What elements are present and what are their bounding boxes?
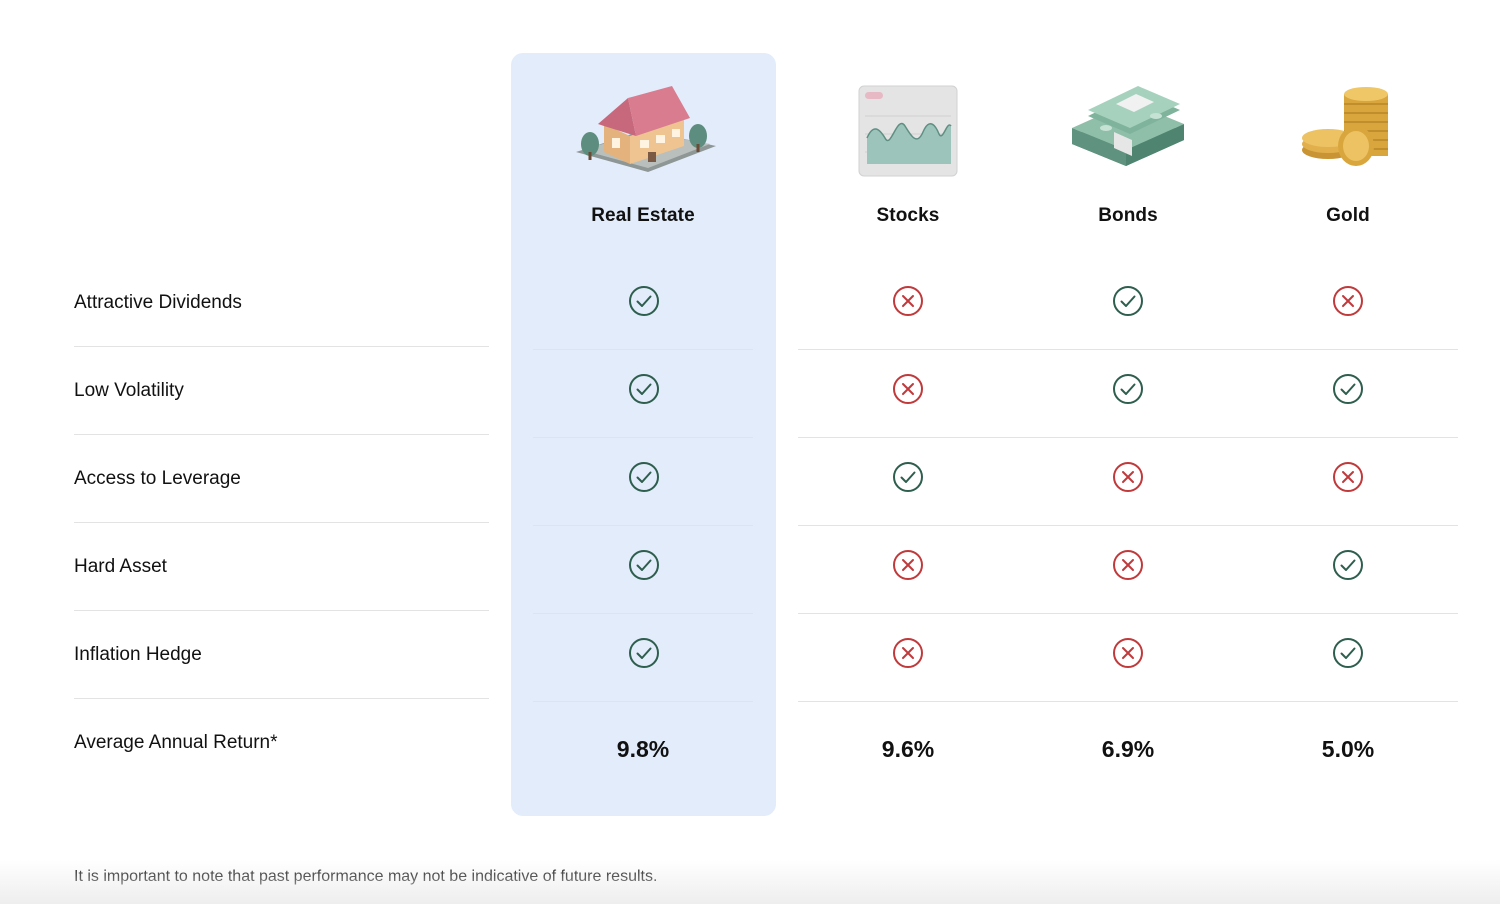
check-icon — [629, 638, 659, 668]
disclaimer-footnote: It is important to note that past perfor… — [74, 868, 658, 885]
check-icon — [893, 462, 923, 492]
column-header-stocks: Stocks — [798, 70, 1018, 227]
row-label-low-volatility: Low Volatility — [74, 380, 184, 401]
check-icon — [629, 374, 659, 404]
house-icon — [576, 86, 716, 172]
row-label-hard-asset: Hard Asset — [74, 556, 167, 577]
row-divider — [798, 613, 1458, 614]
cross-icon — [1113, 550, 1143, 580]
column-header-bonds: Bonds — [1018, 70, 1238, 227]
cross-icon — [893, 550, 923, 580]
row-divider — [533, 525, 753, 526]
row-divider — [74, 698, 489, 699]
return-value-real-estate: 9.8% — [616, 736, 670, 762]
row-divider — [798, 525, 1458, 526]
row-divider — [798, 349, 1458, 350]
cross-icon — [1333, 462, 1363, 492]
check-icon — [629, 462, 659, 492]
row-divider — [798, 701, 1458, 702]
row-divider — [74, 434, 489, 435]
check-icon — [629, 286, 659, 316]
row-divider — [533, 613, 753, 614]
cross-icon — [1333, 286, 1363, 316]
row-divider — [533, 701, 753, 702]
row-label-attractive-dividends: Attractive Dividends — [74, 292, 242, 313]
gold-coins-icon — [1302, 87, 1388, 166]
row-label-access-to-leverage: Access to Leverage — [74, 468, 241, 489]
cross-icon — [893, 286, 923, 316]
column-header-gold: Gold — [1238, 70, 1458, 227]
column-label-real-estate: Real Estate — [591, 205, 695, 226]
return-value-stocks: 9.6% — [881, 736, 935, 762]
check-icon — [1113, 286, 1143, 316]
check-icon — [1113, 374, 1143, 404]
check-icon — [1333, 374, 1363, 404]
row-divider — [74, 610, 489, 611]
return-value-bonds: 6.9% — [1101, 736, 1155, 762]
column-label-bonds: Bonds — [1098, 205, 1158, 226]
cash-stack-icon — [1072, 86, 1184, 166]
column-label-gold: Gold — [1326, 205, 1370, 226]
cross-icon — [1113, 638, 1143, 668]
cross-icon — [893, 638, 923, 668]
row-divider — [533, 437, 753, 438]
check-icon — [1333, 550, 1363, 580]
column-label-stocks: Stocks — [876, 205, 940, 226]
cross-icon — [1113, 462, 1143, 492]
cross-icon — [893, 374, 923, 404]
row-label-inflation-hedge: Inflation Hedge — [74, 644, 202, 665]
stock-chart-icon — [858, 85, 958, 177]
return-value-gold: 5.0% — [1321, 736, 1375, 762]
column-header-real-estate: Real Estate — [533, 70, 753, 227]
row-divider — [74, 346, 489, 347]
check-icon — [629, 550, 659, 580]
row-divider — [533, 349, 753, 350]
highlighted-column-background — [511, 53, 776, 816]
check-icon — [1333, 638, 1363, 668]
row-divider — [74, 522, 489, 523]
row-label-average-annual-return: Average Annual Return* — [74, 732, 278, 753]
row-divider — [798, 437, 1458, 438]
